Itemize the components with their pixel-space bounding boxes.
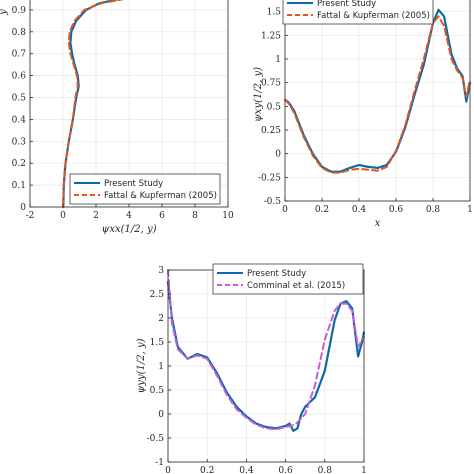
y-axis-label: y — [0, 9, 9, 16]
plot-frame — [284, 0, 471, 202]
y-tick-label: 0.1 — [12, 181, 26, 191]
series-line-present-study — [283, 8, 472, 173]
y-tick-label: 0.75 — [261, 79, 281, 89]
x-tick-label: -2 — [26, 211, 35, 221]
y-tick-label: 0.4 — [12, 115, 27, 125]
y-tick-label: 3 — [158, 266, 164, 276]
y-axis-label: ψxy(1/2, y) — [253, 67, 264, 122]
x-tick-label: 1 — [361, 466, 367, 474]
series-line-present-study — [166, 280, 366, 432]
y-tick-label: 0.5 — [267, 102, 282, 112]
legend-label: Present Study — [104, 179, 163, 189]
legend: Present Study Comminal et al. (2015) — [212, 263, 364, 295]
x-axis-label: ψxx(1/2, y) — [101, 224, 156, 235]
y-tick-label: 0 — [158, 410, 164, 420]
y-tick-label: 0 — [20, 203, 26, 213]
legend-box — [69, 173, 221, 205]
x-axis-label: x — [375, 218, 381, 229]
x-tick-label: 0.8 — [426, 205, 441, 215]
series-line-reference — [167, 269, 365, 431]
x-tick-label: 0.2 — [200, 466, 214, 474]
legend-box — [212, 263, 364, 295]
y-tick-label: 0.2 — [12, 159, 26, 169]
y-tick-label: 0.25 — [261, 126, 281, 136]
legend-label: Present Study — [247, 269, 306, 279]
x-tick-label: 0 — [165, 466, 171, 474]
x-tick-label: 0 — [60, 211, 66, 221]
x-tick-label: 1 — [467, 205, 473, 215]
x-tick-label: 2 — [93, 211, 99, 221]
y-tick-label: 0.9 — [12, 6, 27, 16]
legend-label: Fattal & Kupferman (2005) — [104, 191, 217, 201]
y-axis-label: ψyy(1/2, y) — [136, 338, 147, 393]
legend-label: Present Study — [317, 0, 376, 9]
x-tick-label: 4 — [126, 211, 132, 221]
y-tick-label: 1 — [275, 55, 281, 65]
y-tick-label: 1.25 — [261, 31, 281, 41]
legend: Present Study Fattal & Kupferman (2005) — [69, 173, 221, 205]
chart-psi-xx: -2 0 2 4 6 8 1000.10.20.30.40.50.60.70.80.9ψxx… — [0, 0, 234, 235]
chart-psi-xy: 0 0.2 0.4 0.6 0.8 1 -0.5 -0.25 0 0.25 0.5 0.75 1 1.25… — [253, 0, 473, 229]
x-tick-label: 0.6 — [278, 466, 293, 474]
y-tick-label: 1.5 — [150, 338, 165, 348]
y-tick-label: -0.25 — [258, 173, 281, 183]
y-tick-label: -0.5 — [264, 197, 282, 207]
y-tick-label: 1 — [158, 362, 164, 372]
y-tick-label: -1 — [155, 458, 164, 468]
y-tick-label: 2 — [158, 314, 164, 324]
x-tick-label: 0.8 — [318, 466, 333, 474]
y-tick-label: 0.6 — [12, 72, 27, 82]
y-tick-label: 0.5 — [150, 386, 165, 396]
x-tick-label: 0 — [282, 205, 288, 215]
x-tick-label: 6 — [159, 211, 165, 221]
y-tick-label: 0.7 — [12, 50, 27, 60]
y-tick-label: 0.3 — [12, 137, 27, 147]
legend-label: Fattal & Kupferman (2005) — [317, 11, 430, 21]
chart-psi-yy: 00.20.40.60.81-1-0.500.511.522.53xψyy(1/… — [136, 263, 367, 474]
x-tick-label: 0.6 — [389, 205, 404, 215]
series-line-reference — [284, 15, 471, 174]
x-tick-label: 8 — [192, 211, 198, 221]
y-tick-label: 0 — [275, 150, 281, 160]
y-tick-label: 0.5 — [12, 94, 27, 104]
series-line-reference — [62, 0, 125, 208]
legend: Present Study Fattal & Kupferman (2005) — [282, 0, 434, 25]
y-tick-label: 2.5 — [150, 290, 165, 300]
x-tick-label: 0.4 — [352, 205, 367, 215]
legend-label: Comminal et al. (2015) — [247, 281, 345, 291]
x-tick-label: 0.4 — [239, 466, 254, 474]
y-tick-label: 0.8 — [12, 28, 27, 38]
x-tick-label: 0.2 — [315, 205, 329, 215]
x-tick-label: 10 — [222, 211, 234, 221]
y-tick-label: -0.5 — [147, 434, 165, 444]
y-tick-label: 1.5 — [267, 8, 282, 18]
